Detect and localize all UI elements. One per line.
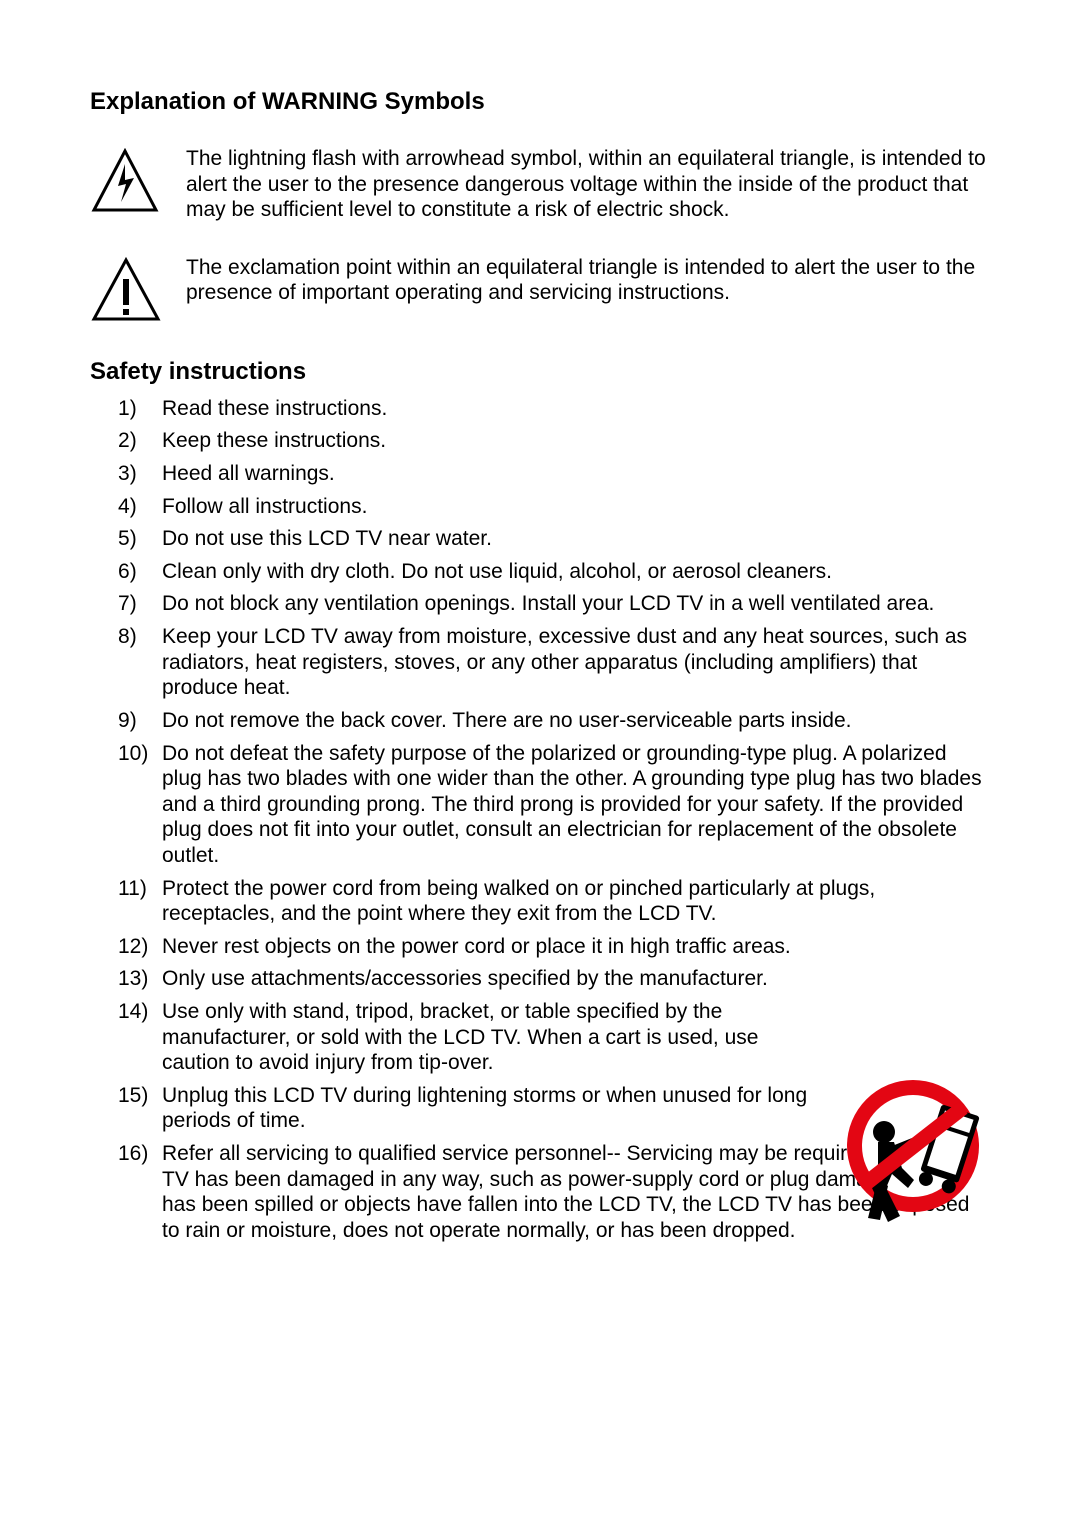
list-item: Read these instructions. [118, 396, 990, 422]
list-item: Do not remove the back cover. There are … [118, 708, 990, 734]
list-item: Heed all warnings. [118, 461, 990, 487]
instruction-text: Use only with stand, tripod, bracket, or… [162, 999, 990, 1076]
instruction-text: Do not block any ventilation openings. I… [162, 591, 990, 617]
instruction-text: Keep these instructions. [162, 428, 990, 454]
instruction-text: Protect the power cord from being walked… [162, 876, 990, 927]
list-item: Never rest objects on the power cord or … [118, 934, 990, 960]
cart-tip-over-icon [828, 1068, 998, 1243]
instruction-text: Heed all warnings. [162, 461, 990, 487]
list-item: Keep these instructions. [118, 428, 990, 454]
instruction-text: Do not defeat the safety purpose of the … [162, 741, 990, 869]
heading-warning-symbols: Explanation of WARNING Symbols [90, 88, 990, 116]
list-item: Do not defeat the safety purpose of the … [118, 741, 990, 869]
list-item: Keep your LCD TV away from moisture, exc… [118, 624, 990, 701]
list-item: Clean only with dry cloth. Do not use li… [118, 559, 990, 585]
list-item: Do not use this LCD TV near water. [118, 526, 990, 552]
instruction-text: Read these instructions. [162, 396, 990, 422]
instruction-text: Keep your LCD TV away from moisture, exc… [162, 624, 990, 701]
list-item: Protect the power cord from being walked… [118, 876, 990, 927]
list-item: Do not block any ventilation openings. I… [118, 591, 990, 617]
heading-safety-instructions: Safety instructions [90, 358, 990, 386]
instruction-text: Do not use this LCD TV near water. [162, 526, 990, 552]
lightning-description: The lightning flash with arrowhead symbo… [186, 144, 990, 223]
list-item: Follow all instructions. [118, 494, 990, 520]
symbol-row-exclamation: The exclamation point within an equilate… [90, 253, 990, 328]
instruction-text: Clean only with dry cloth. Do not use li… [162, 559, 990, 585]
list-item: Only use attachments/accessories specifi… [118, 966, 990, 992]
exclamation-triangle-icon [90, 253, 186, 328]
instruction-text: Only use attachments/accessories specifi… [162, 966, 990, 992]
lightning-triangle-icon [90, 144, 186, 219]
exclamation-description: The exclamation point within an equilate… [186, 253, 990, 306]
symbol-row-lightning: The lightning flash with arrowhead symbo… [90, 144, 990, 223]
instruction-text: Do not remove the back cover. There are … [162, 708, 990, 734]
instruction-text: Never rest objects on the power cord or … [162, 934, 990, 960]
instruction-text: Follow all instructions. [162, 494, 990, 520]
list-item: Use only with stand, tripod, bracket, or… [118, 999, 990, 1076]
